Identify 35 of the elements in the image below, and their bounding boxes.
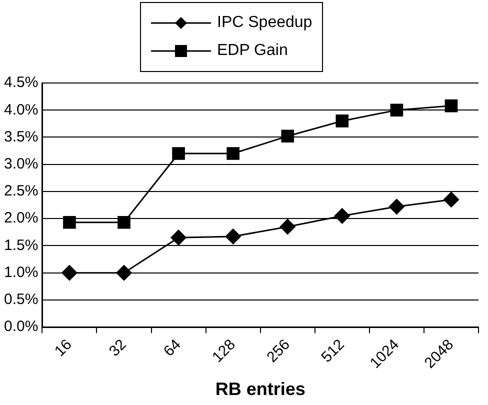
- point: [170, 230, 186, 246]
- y-tick-label: 4.5%: [4, 74, 38, 92]
- x-tick-label: 32: [106, 336, 130, 360]
- point: [118, 216, 130, 229]
- point: [281, 130, 294, 143]
- x-tick-label: 256: [264, 336, 294, 366]
- point: [280, 218, 296, 234]
- legend-label: EDP Gain: [217, 42, 288, 60]
- point: [444, 99, 458, 112]
- x-tick-label: 16: [51, 336, 76, 360]
- y-tick-label: 1.0%: [4, 264, 38, 281]
- point: [390, 104, 404, 117]
- y-tick-label: 2.5%: [4, 182, 38, 200]
- point: [172, 147, 185, 160]
- point: [388, 198, 404, 214]
- point: [116, 265, 132, 281]
- x-tick-label: 512: [318, 336, 348, 366]
- y-tick-label: 3.0%: [4, 156, 38, 172]
- point: [443, 192, 459, 208]
- y-tick-label: 1.5%: [4, 236, 38, 254]
- y-tick-label: 0.0%: [4, 318, 38, 336]
- point: [226, 147, 240, 160]
- x-tick-label: 128: [209, 336, 239, 366]
- x-axis-title: RB entries: [215, 379, 306, 400]
- point: [225, 228, 241, 244]
- point: [62, 265, 78, 281]
- y-tick-label: 2.0%: [4, 210, 38, 227]
- y-tick-label: 0.5%: [4, 291, 38, 308]
- point: [334, 208, 350, 224]
- y-tick-label: 3.5%: [4, 128, 38, 146]
- x-tick-label: 64: [160, 336, 184, 360]
- point: [336, 114, 349, 128]
- legend-label: IPC Speedup: [217, 14, 312, 32]
- y-tick-label: 4.0%: [4, 101, 38, 118]
- point: [63, 216, 76, 229]
